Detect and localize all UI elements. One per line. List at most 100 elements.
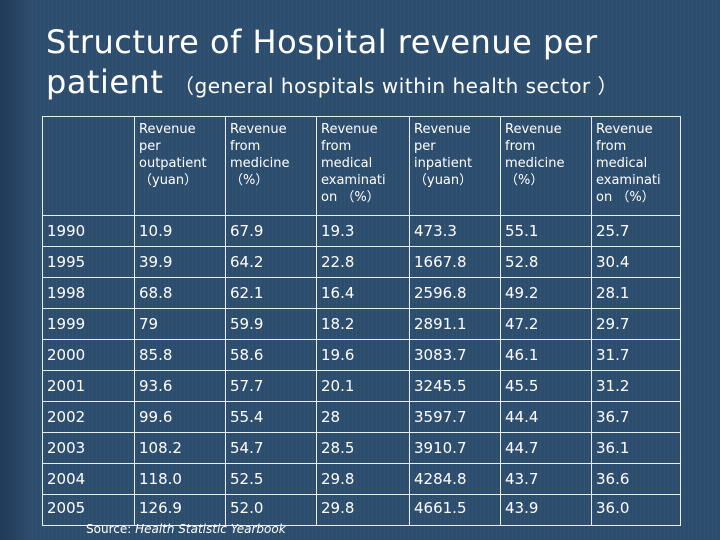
table-cell: 3597.7: [409, 401, 501, 433]
table-cell: 43.9: [500, 494, 592, 526]
table-cell: 3245.5: [409, 370, 501, 402]
table-cell: 39.9: [134, 246, 226, 278]
table-cell: 29.8: [316, 494, 410, 526]
table-cell: 4661.5: [409, 494, 501, 526]
table-cell: 29.7: [591, 308, 681, 340]
table-cell: 49.2: [500, 277, 592, 309]
column-header: Revenue from medical examinati on （%）: [316, 116, 410, 216]
table-cell: 85.8: [134, 339, 226, 371]
table-cell: 47.2: [500, 308, 592, 340]
table-row: 2002 99.6 55.4 28 3597.7 44.4 36.7: [42, 401, 681, 433]
table-cell: 31.2: [591, 370, 681, 402]
column-header-line: from: [596, 139, 627, 154]
column-header: Revenue from medicine （%）: [500, 116, 592, 216]
table-cell: 31.7: [591, 339, 681, 371]
table-cell: 59.9: [225, 308, 317, 340]
table-cell: 126.9: [134, 494, 226, 526]
table-cell: 99.6: [134, 401, 226, 433]
column-header: Revenue per outpatient （yuan）: [134, 116, 226, 216]
title-subtitle: （general hospitals within health sector …: [174, 74, 619, 98]
title-main: Structure of Hospital revenue per patien…: [46, 23, 598, 101]
column-header-line: Revenue: [414, 122, 471, 137]
column-header-line: from: [321, 139, 352, 154]
revenue-table: Revenue per outpatient （yuan） Revenue from med…: [42, 116, 681, 526]
table-cell: 52.5: [225, 463, 317, 495]
column-header: [42, 116, 135, 216]
table-row: 2001 93.6 57.7 20.1 3245.5 45.5 31.2: [42, 370, 681, 402]
table-cell: 18.2: [316, 308, 410, 340]
table-cell: 28.5: [316, 432, 410, 464]
column-header-line: examinati: [321, 173, 386, 188]
table-cell: 118.0: [134, 463, 226, 495]
table-cell: 3083.7: [409, 339, 501, 371]
table-row: 2000 85.8 58.6 19.6 3083.7 46.1 31.7: [42, 339, 681, 371]
table-cell: 67.9: [225, 215, 317, 247]
table-cell: 20.1: [316, 370, 410, 402]
column-header: Revenue from medical examinati on （%）: [591, 116, 681, 216]
column-header-line: outpatient: [139, 156, 207, 171]
year-cell: 2000: [42, 339, 135, 371]
table-cell: 52.0: [225, 494, 317, 526]
left-accent-strip: [0, 0, 30, 540]
year-cell: 1990: [42, 215, 135, 247]
table-cell: 44.7: [500, 432, 592, 464]
table-cell: 46.1: [500, 339, 592, 371]
table-row: 1999 79 59.9 18.2 2891.1 47.2 29.7: [42, 308, 681, 340]
table-cell: 10.9: [134, 215, 226, 247]
column-header-line: Revenue: [321, 122, 378, 137]
column-header-line: medical: [321, 156, 373, 171]
table-cell: 22.8: [316, 246, 410, 278]
table-cell: 57.7: [225, 370, 317, 402]
column-header-line: （%）: [505, 173, 544, 188]
year-cell: 2005: [42, 494, 135, 526]
table-cell: 1667.8: [409, 246, 501, 278]
column-header-line: Revenue: [596, 122, 653, 137]
table-cell: 55.4: [225, 401, 317, 433]
column-header-line: （%）: [230, 173, 269, 188]
year-cell: 2004: [42, 463, 135, 495]
column-header-line: examinati: [596, 173, 661, 188]
table-cell: 52.8: [500, 246, 592, 278]
table-cell: 16.4: [316, 277, 410, 309]
year-cell: 1998: [42, 277, 135, 309]
table-cell: 36.7: [591, 401, 681, 433]
source-prefix: Source:: [86, 522, 136, 536]
table-cell: 19.6: [316, 339, 410, 371]
source-name: Health Statistic Yearbook: [135, 522, 286, 536]
column-header-line: medicine: [230, 156, 290, 171]
column-header-line: medical: [596, 156, 648, 171]
year-cell: 2003: [42, 432, 135, 464]
column-header-line: per: [414, 139, 436, 154]
table-cell: 2596.8: [409, 277, 501, 309]
table-cell: 3910.7: [409, 432, 501, 464]
table-cell: 68.8: [134, 277, 226, 309]
table-cell: 19.3: [316, 215, 410, 247]
column-header-line: （yuan）: [414, 173, 473, 188]
column-header: Revenue from medicine （%）: [225, 116, 317, 216]
table-row: 1998 68.8 62.1 16.4 2596.8 49.2 28.1: [42, 277, 681, 309]
column-header-line: Revenue: [230, 122, 287, 137]
table-header-row: Revenue per outpatient （yuan） Revenue from med…: [42, 116, 681, 216]
table-row: 2003 108.2 54.7 28.5 3910.7 44.7 36.1: [42, 432, 681, 464]
table-cell: 25.7: [591, 215, 681, 247]
table-cell: 28.1: [591, 277, 681, 309]
column-header-line: from: [505, 139, 536, 154]
table-cell: 79: [134, 308, 226, 340]
column-header-line: Revenue: [505, 122, 562, 137]
table-cell: 29.8: [316, 463, 410, 495]
year-cell: 2001: [42, 370, 135, 402]
slide-title: Structure of Hospital revenue per patien…: [46, 22, 716, 106]
table-row: 2005 126.9 52.0 29.8 4661.5 43.9 36.0: [42, 494, 681, 526]
column-header: Revenue per inpatient （yuan）: [409, 116, 501, 216]
table-cell: 4284.8: [409, 463, 501, 495]
table-cell: 2891.1: [409, 308, 501, 340]
table-cell: 108.2: [134, 432, 226, 464]
table-cell: 64.2: [225, 246, 317, 278]
table-cell: 28: [316, 401, 410, 433]
table-cell: 36.6: [591, 463, 681, 495]
table-body: 1990 10.9 67.9 19.3 473.3 55.1 25.7 1995 39.9 64.…: [42, 215, 681, 526]
column-header-line: from: [230, 139, 261, 154]
table-cell: 43.7: [500, 463, 592, 495]
column-header-line: per: [139, 139, 161, 154]
table-cell: 473.3: [409, 215, 501, 247]
